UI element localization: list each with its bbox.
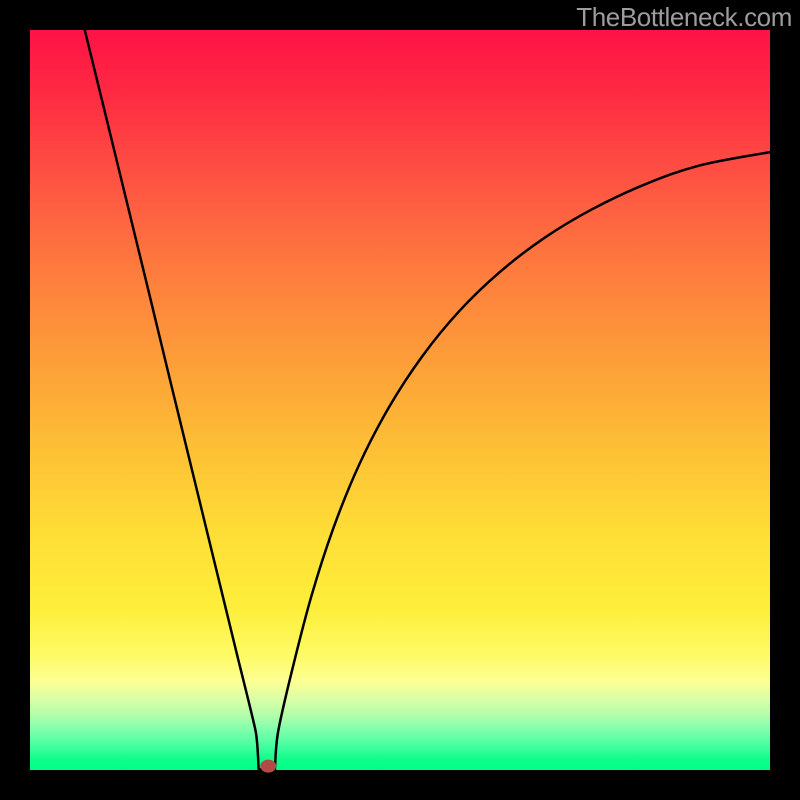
optimal-point-marker <box>260 760 276 773</box>
chart-gradient-background <box>30 30 770 770</box>
chart-container: TheBottleneck.com <box>0 0 800 800</box>
watermark-label: TheBottleneck.com <box>576 0 800 33</box>
bottleneck-chart <box>0 0 800 800</box>
